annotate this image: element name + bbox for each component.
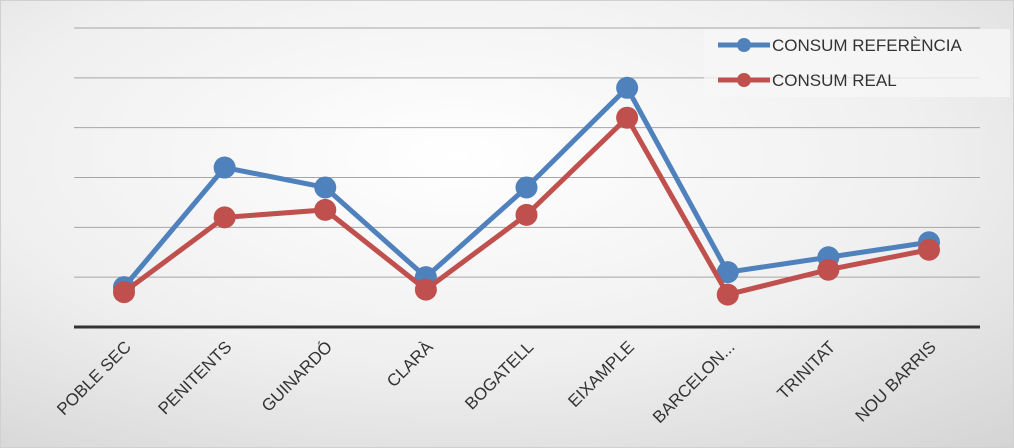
legend-label-reference: CONSUM REFERÈNCIA [772,36,963,55]
series-real [113,106,940,306]
series-layer [113,76,940,306]
legend-marker-real [737,73,751,87]
legend: CONSUM REFERÈNCIA CONSUM REAL [704,29,1010,97]
data-point-reference-bogatell [515,176,538,199]
data-point-real-nou-barris [918,238,940,261]
data-point-real-guinardo [314,198,337,221]
data-point-reference-guinardo [314,176,337,199]
data-point-reference-eixample [616,76,639,99]
data-point-real-bogatell [515,203,538,226]
legend-box [704,29,1010,97]
legend-label-real: CONSUM REAL [772,71,897,90]
data-point-reference-barcelon [716,261,739,284]
legend-item-reference: CONSUM REFERÈNCIA [718,36,963,55]
legend-item-real: CONSUM REAL [718,71,897,90]
data-point-reference-penitents [213,156,236,179]
data-point-real-poble-sec [113,281,135,304]
data-point-real-clara [414,278,437,301]
data-point-real-trinitat [817,258,840,281]
data-point-real-eixample [616,106,639,129]
data-point-real-penitents [213,206,236,229]
data-point-real-barcelon [716,283,739,306]
legend-marker-reference [737,38,751,52]
